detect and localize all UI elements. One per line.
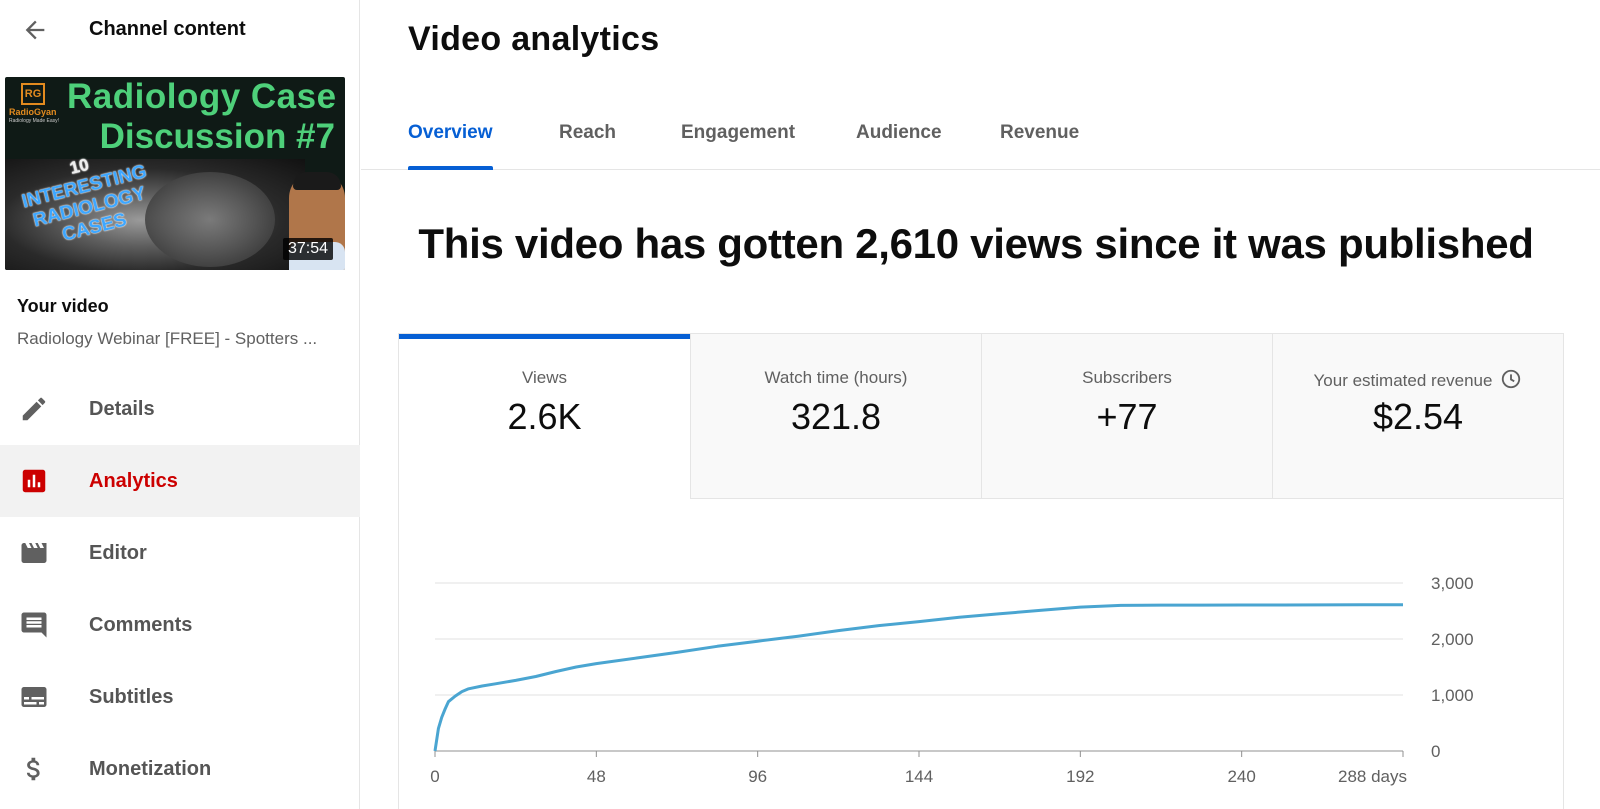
metric-value: 321.8 bbox=[790, 396, 882, 437]
analytics-card: Views 2.6K Watch time (hours) 321.8 Subs… bbox=[398, 333, 1564, 809]
sidebar-item-label: Analytics bbox=[89, 469, 178, 492]
views-chart: 3,000 2,000 1,000 0 0 48 96 144 192 240 288 days bbox=[399, 499, 1563, 809]
metric-value: $2.54 bbox=[1372, 396, 1464, 437]
video-title[interactable]: Radiology Webinar [FREE] - Spotters ... bbox=[17, 329, 318, 348]
x-tick-label: 144 bbox=[905, 767, 933, 786]
y-tick-label: 0 bbox=[1431, 742, 1440, 761]
back-arrow-icon[interactable] bbox=[18, 14, 52, 46]
video-thumbnail[interactable]: RG RadioGyan Radiology Made Easy! Radiol… bbox=[5, 77, 345, 270]
ct-scan-organ bbox=[145, 172, 275, 267]
clock-icon[interactable] bbox=[1500, 368, 1522, 395]
views-headline: This video has gotten 2,610 views since … bbox=[418, 220, 1534, 267]
metric-views[interactable]: Views 2.6K bbox=[399, 334, 690, 499]
metric-label: Views bbox=[521, 368, 568, 387]
channel-logo-subtext: Radiology Made Easy! bbox=[9, 118, 60, 124]
active-tab-indicator bbox=[408, 166, 493, 170]
channel-logo-text: RadioGyan bbox=[9, 107, 57, 117]
x-tick-label: 0 bbox=[430, 767, 439, 786]
comment-icon bbox=[18, 609, 50, 641]
tab-audience[interactable]: Audience bbox=[856, 122, 942, 143]
page-title: Video analytics bbox=[408, 20, 660, 58]
sidebar-item-details[interactable]: Details bbox=[0, 373, 360, 445]
sidebar-header: Channel content bbox=[0, 0, 360, 60]
metric-watch-time[interactable]: Watch time (hours) 321.8 bbox=[690, 334, 981, 499]
selected-metric-indicator bbox=[399, 334, 690, 339]
metric-label: Watch time (hours) bbox=[764, 368, 908, 387]
tab-bar: Overview Reach Engagement Audience Reven… bbox=[361, 100, 1600, 170]
metric-value: 2.6K bbox=[507, 396, 582, 437]
sidebar-item-label: Subtitles bbox=[89, 685, 174, 708]
analytics-icon bbox=[18, 465, 50, 497]
x-tick-label: 48 bbox=[587, 767, 606, 786]
sidebar-item-analytics[interactable]: Analytics bbox=[0, 445, 360, 517]
video-duration: 37:54 bbox=[282, 238, 333, 260]
metric-label: Your estimated revenue bbox=[1313, 370, 1493, 390]
sidebar-item-subtitles[interactable]: Subtitles bbox=[0, 661, 360, 733]
views-series-line bbox=[433, 603, 1403, 752]
metric-subscribers[interactable]: Subscribers +77 bbox=[981, 334, 1272, 499]
x-tick-label: 96 bbox=[748, 767, 767, 786]
x-tick-label: 240 bbox=[1227, 767, 1255, 786]
metric-tabs: Views 2.6K Watch time (hours) 321.8 Subs… bbox=[399, 334, 1563, 499]
pencil-icon bbox=[18, 393, 50, 425]
metric-value: +77 bbox=[1096, 396, 1158, 437]
metric-revenue[interactable]: Your estimated revenue $2.54 bbox=[1272, 334, 1563, 499]
y-tick-label: 3,000 bbox=[1431, 574, 1474, 593]
your-video-label: Your video bbox=[17, 296, 109, 316]
metric-label-row: Your estimated revenue bbox=[1273, 368, 1563, 395]
tab-engagement[interactable]: Engagement bbox=[681, 122, 796, 143]
sidebar-item-comments[interactable]: Comments bbox=[0, 589, 360, 661]
main-content: Video analytics Overview Reach Engagemen… bbox=[361, 0, 1600, 809]
tab-reach[interactable]: Reach bbox=[559, 122, 617, 143]
thumbnail-title-line1: Radiology Case bbox=[67, 77, 337, 116]
clapperboard-icon bbox=[18, 537, 50, 569]
sidebar-nav: Details Analytics Editor Comments Subtit… bbox=[0, 373, 360, 805]
tab-revenue[interactable]: Revenue bbox=[1000, 122, 1080, 143]
x-tick-label: 288 days bbox=[1338, 767, 1407, 786]
sidebar: Channel content RG RadioGyan Radiology M… bbox=[0, 0, 360, 809]
sidebar-title: Channel content bbox=[89, 18, 246, 40]
channel-logo: RG bbox=[21, 83, 45, 105]
thumbnail-title-line2: Discussion #7 bbox=[99, 117, 335, 156]
subtitles-icon bbox=[18, 681, 50, 713]
sidebar-item-label: Editor bbox=[89, 541, 147, 564]
y-tick-label: 1,000 bbox=[1431, 686, 1474, 705]
sidebar-item-editor[interactable]: Editor bbox=[0, 517, 360, 589]
sidebar-item-label: Details bbox=[89, 397, 155, 420]
tab-overview[interactable]: Overview bbox=[408, 122, 493, 143]
x-tick-label: 192 bbox=[1066, 767, 1094, 786]
sidebar-item-monetization[interactable]: Monetization bbox=[0, 733, 360, 805]
y-tick-label: 2,000 bbox=[1431, 630, 1474, 649]
views-chart-svg: 3,000 2,000 1,000 0 0 48 96 144 192 240 288 days bbox=[430, 574, 1474, 786]
metric-label: Subscribers bbox=[1082, 368, 1172, 387]
sidebar-item-label: Comments bbox=[89, 613, 193, 636]
dollar-icon bbox=[18, 753, 50, 785]
sidebar-item-label: Monetization bbox=[89, 757, 212, 780]
